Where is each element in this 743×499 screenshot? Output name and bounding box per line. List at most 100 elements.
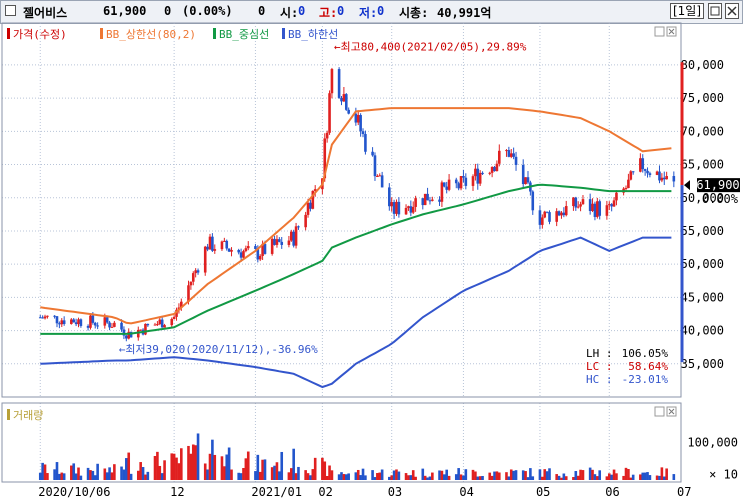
volume-bar xyxy=(256,454,260,480)
volume-bar xyxy=(627,469,630,480)
volume-bar xyxy=(464,469,468,480)
volume-bar xyxy=(471,469,475,480)
candle-body xyxy=(543,211,547,218)
candle-body xyxy=(514,156,518,165)
legend-volume: 거래량 xyxy=(13,409,43,422)
volume-bar xyxy=(263,459,267,480)
volume-bar xyxy=(655,475,659,480)
candle-body xyxy=(531,191,535,211)
panel-max-button[interactable] xyxy=(654,26,665,37)
volume-bar xyxy=(543,469,547,480)
volume-bar xyxy=(509,469,513,480)
volume-bar xyxy=(409,475,413,480)
candle-body xyxy=(555,211,558,222)
band-line-2 xyxy=(40,183,672,335)
volume-bar xyxy=(445,469,448,480)
volume-bar xyxy=(172,453,176,480)
panel-buttons-volume[interactable] xyxy=(654,406,677,417)
candle-body xyxy=(136,329,140,338)
stock-name: 젤어비스 xyxy=(23,6,68,20)
candle-body xyxy=(431,199,434,201)
candle-body xyxy=(615,192,618,201)
volume-bar xyxy=(55,462,59,480)
y-tick-label: 60,000 xyxy=(681,191,724,205)
candle-body xyxy=(655,171,659,175)
candle-body xyxy=(521,164,525,185)
open-value: 0 xyxy=(298,4,306,18)
candle-body xyxy=(474,168,477,177)
volume-tick-label: 100,000 xyxy=(687,436,738,450)
stat-lc-value: 58.64% xyxy=(628,360,668,373)
candle-body xyxy=(641,158,645,170)
volume-bar xyxy=(478,476,482,480)
candle-body xyxy=(564,206,568,216)
candle-body xyxy=(443,182,446,187)
close-icon[interactable] xyxy=(725,3,739,19)
candle-body xyxy=(96,325,99,327)
volume-bar xyxy=(529,468,532,480)
volume-bar xyxy=(342,474,346,480)
y-axis: 80,000 75,000 70,000 65,000 60,000 55,000 50,0… xyxy=(681,58,724,371)
volume-bar xyxy=(125,458,128,480)
volume-bar xyxy=(70,465,73,480)
volume-bar xyxy=(53,469,56,480)
candle-body xyxy=(495,163,499,172)
x-axis: 2020/10/06 12 2021/01 02 03 04 05 06 07 xyxy=(38,485,691,499)
volume-bar xyxy=(665,468,668,480)
volume-bar xyxy=(96,463,99,480)
y-tick-label: 65,000 xyxy=(681,158,724,172)
panel-buttons-top[interactable] xyxy=(654,26,677,37)
candle-body xyxy=(505,150,508,152)
volume-bar xyxy=(242,467,245,480)
candle-body xyxy=(490,166,494,173)
candle-body xyxy=(662,177,666,180)
legend-bb-lower: BB_하한선 xyxy=(288,27,338,41)
candle-body xyxy=(43,316,47,319)
grid xyxy=(2,23,682,482)
volume-bar xyxy=(239,473,243,480)
candle-body xyxy=(596,201,599,217)
candle-body xyxy=(404,207,408,215)
candle-body xyxy=(344,94,348,110)
candle-body xyxy=(509,153,513,157)
candle-body xyxy=(309,202,312,209)
candle-body xyxy=(297,226,300,228)
current-price: 61,900 xyxy=(103,4,147,18)
candle-body xyxy=(244,248,248,252)
y-tick-label: 80,000 xyxy=(681,58,724,72)
volume-bar xyxy=(404,473,408,480)
volume-bar xyxy=(213,454,217,480)
stats-box: LH : 106.05% LC : 58.64% HC : -23.01% xyxy=(586,347,668,386)
candle-body xyxy=(180,301,183,308)
candle-body xyxy=(294,226,298,246)
volume-bar xyxy=(261,459,264,480)
volume-bar xyxy=(538,469,542,480)
volume-max-button[interactable] xyxy=(654,406,665,417)
market-cap-value: 40,991억 xyxy=(437,6,492,20)
volume-bar xyxy=(541,476,544,480)
volume-bar xyxy=(495,471,499,480)
y-tick-label: 40,000 xyxy=(681,324,724,338)
x-tick-label: 07 xyxy=(677,485,691,499)
volume-value: 0 xyxy=(258,4,266,18)
volume-bar xyxy=(390,475,394,480)
settings-icon[interactable] xyxy=(708,3,722,19)
volume-bar xyxy=(447,475,451,480)
volume-bar xyxy=(220,456,224,480)
candle-body xyxy=(598,201,602,216)
volume-bar xyxy=(531,476,535,480)
volume-bar xyxy=(330,470,334,480)
volume-bar xyxy=(122,469,126,480)
candle-body xyxy=(438,199,441,202)
volume-bar xyxy=(309,475,312,480)
period-selector[interactable]: [1일] xyxy=(670,3,704,19)
candle-body xyxy=(170,319,174,326)
candle-body xyxy=(122,329,126,336)
candle-body xyxy=(548,212,551,222)
volume-bar xyxy=(548,468,551,480)
volume-bar xyxy=(129,473,133,480)
volume-bar xyxy=(344,474,348,480)
candle-body xyxy=(476,168,480,184)
candle-body xyxy=(156,324,159,326)
